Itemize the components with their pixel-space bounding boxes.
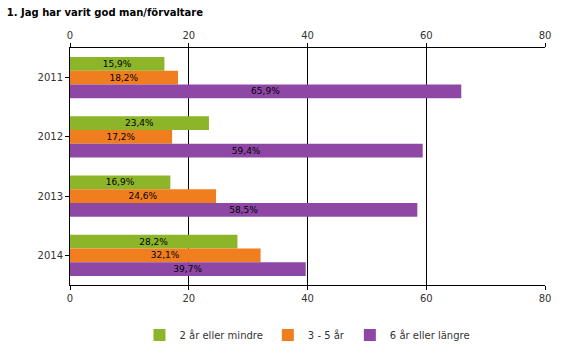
svg-text:24,6%: 24,6% xyxy=(129,191,158,201)
svg-text:28,2%: 28,2% xyxy=(139,237,168,247)
svg-text:17,2%: 17,2% xyxy=(107,132,136,142)
svg-text:65,9%: 65,9% xyxy=(251,86,280,96)
svg-text:32,1%: 32,1% xyxy=(151,250,180,260)
svg-text:60: 60 xyxy=(420,293,433,304)
svg-text:15,9%: 15,9% xyxy=(103,59,132,69)
svg-text:40: 40 xyxy=(301,293,314,304)
svg-text:2013: 2013 xyxy=(38,191,63,202)
svg-text:0: 0 xyxy=(67,30,73,41)
svg-text:18,2%: 18,2% xyxy=(110,73,139,83)
svg-text:23,4%: 23,4% xyxy=(125,118,154,128)
svg-text:0: 0 xyxy=(67,293,73,304)
svg-text:6 år eller längre: 6 år eller längre xyxy=(390,329,470,341)
svg-text:39,7%: 39,7% xyxy=(173,264,202,274)
svg-text:60: 60 xyxy=(420,30,433,41)
svg-text:20: 20 xyxy=(182,293,195,304)
svg-text:1. Jag har varit god man/förva: 1. Jag har varit god man/förvaltare xyxy=(7,7,203,18)
svg-text:40: 40 xyxy=(301,30,314,41)
svg-text:16,9%: 16,9% xyxy=(106,177,135,187)
svg-text:2012: 2012 xyxy=(38,131,63,142)
svg-text:59,4%: 59,4% xyxy=(232,146,261,156)
svg-text:2011: 2011 xyxy=(38,72,63,83)
svg-text:3 - 5 år: 3 - 5 år xyxy=(308,329,345,341)
svg-text:80: 80 xyxy=(539,30,552,41)
svg-text:20: 20 xyxy=(182,30,195,41)
svg-text:80: 80 xyxy=(539,293,552,304)
svg-text:2014: 2014 xyxy=(38,250,63,261)
svg-text:58,5%: 58,5% xyxy=(229,205,258,215)
svg-text:2 år eller mindre: 2 år eller mindre xyxy=(180,329,263,341)
